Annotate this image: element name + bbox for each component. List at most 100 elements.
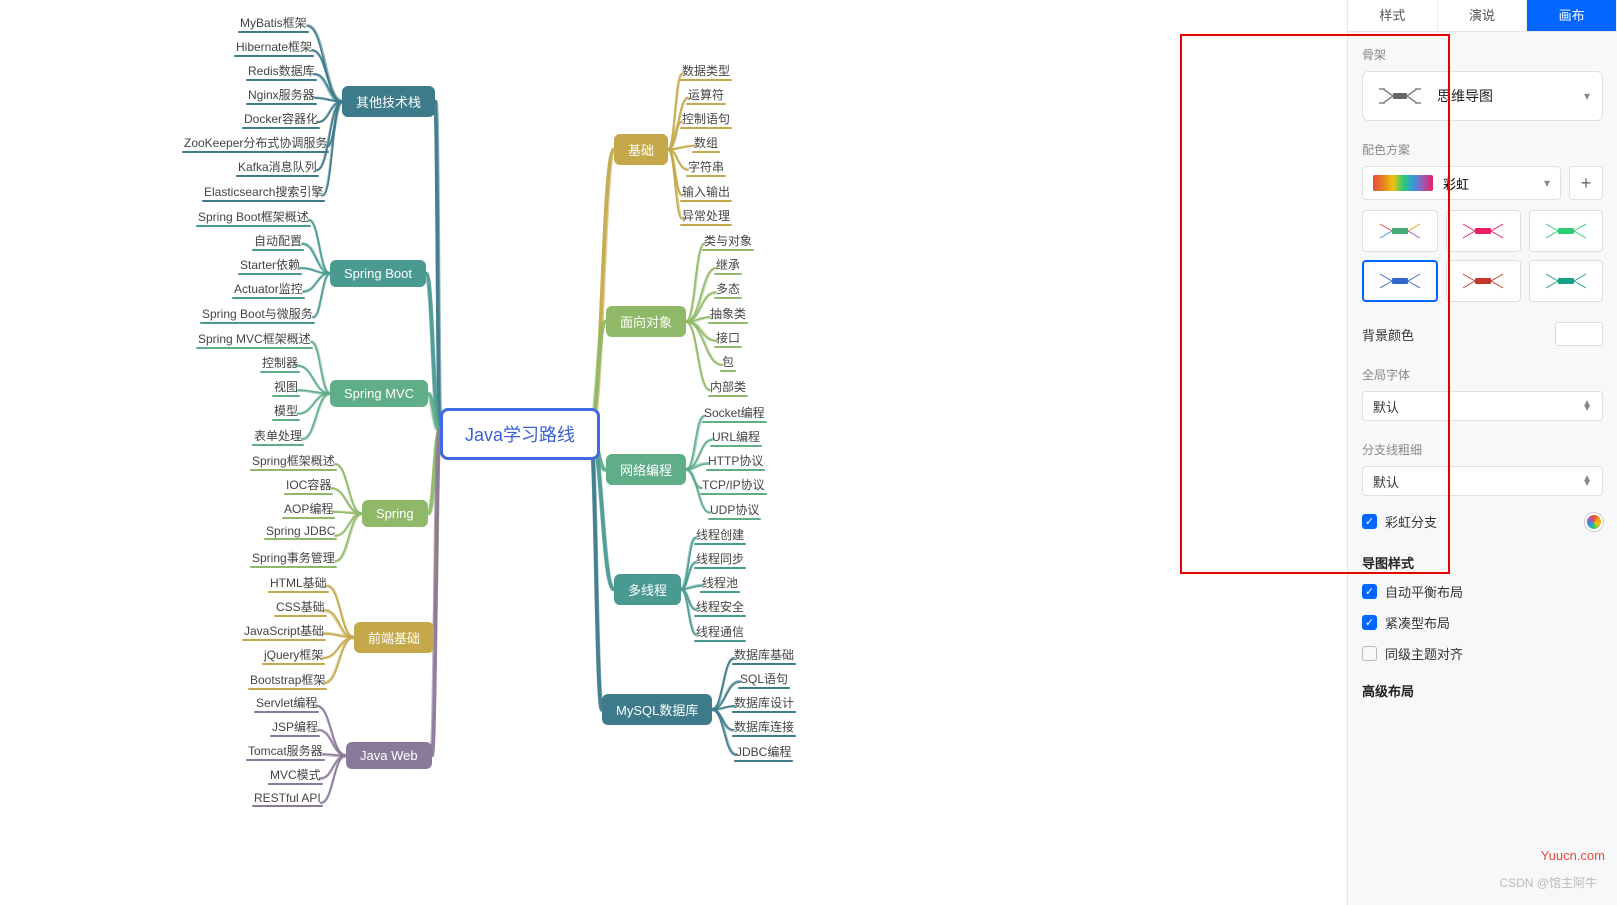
leaf-node[interactable]: 继承 [716, 256, 740, 273]
palette-thumb-3[interactable] [1529, 210, 1604, 252]
leaf-node[interactable]: 异常处理 [682, 207, 730, 224]
tab-present[interactable]: 演说 [1438, 0, 1528, 31]
leaf-node[interactable]: Nginx服务器 [248, 86, 315, 103]
branch-node[interactable]: Spring [362, 500, 428, 527]
leaf-node[interactable]: 线程通信 [696, 623, 744, 640]
leaf-node[interactable]: HTML基础 [270, 574, 327, 591]
leaf-node[interactable]: 多态 [716, 280, 740, 297]
leaf-node[interactable]: JDBC编程 [736, 743, 791, 760]
leaf-node[interactable]: Docker容器化 [244, 110, 318, 127]
leaf-node[interactable]: SQL语句 [740, 670, 788, 687]
leaf-node[interactable]: Redis数据库 [248, 62, 315, 79]
leaf-node[interactable]: Hibernate框架 [236, 38, 312, 55]
palette-thumb-6[interactable] [1529, 260, 1604, 302]
leaf-node[interactable]: HTTP协议 [708, 452, 763, 469]
branch-node[interactable]: 网络编程 [606, 454, 686, 485]
central-topic[interactable]: Java学习路线 [440, 408, 600, 460]
leaf-node[interactable]: CSS基础 [276, 598, 325, 615]
leaf-node[interactable]: 自动配置 [254, 232, 302, 249]
compact-checkbox[interactable]: ✓ [1362, 615, 1377, 630]
leaf-node[interactable]: AOP编程 [284, 500, 333, 517]
skeleton-selector[interactable]: 思维导图 ▾ [1362, 71, 1603, 121]
leaf-node[interactable]: 视图 [274, 378, 298, 395]
leaf-node[interactable]: 线程池 [702, 574, 738, 591]
leaf-node[interactable]: 数据类型 [682, 62, 730, 79]
branch-node[interactable]: 前端基础 [354, 622, 434, 653]
mindmap-canvas[interactable]: Java学习路线 其他技术栈 MyBatis框架 Hibernate框架 Redis数… [0, 0, 1180, 905]
leaf-node[interactable]: 线程安全 [696, 598, 744, 615]
leaf-node[interactable]: 字符串 [688, 158, 724, 175]
add-palette-button[interactable]: + [1569, 166, 1603, 200]
branch-node[interactable]: 基础 [614, 134, 668, 165]
branch-node[interactable]: 面向对象 [606, 306, 686, 337]
leaf-node[interactable]: 数据库连接 [734, 718, 794, 735]
leaf-node[interactable]: JavaScript基础 [244, 622, 324, 639]
leaf-node[interactable]: Spring Boot框架概述 [198, 208, 309, 225]
branch-node[interactable]: 多线程 [614, 574, 681, 605]
leaf-node[interactable]: 数据库设计 [734, 694, 794, 711]
leaf-node[interactable]: Tomcat服务器 [248, 742, 323, 759]
leaf-node[interactable]: MyBatis框架 [240, 14, 307, 31]
linewidth-selector[interactable]: 默认 ▲▼ [1362, 466, 1603, 496]
leaf-node[interactable]: 接口 [716, 329, 740, 346]
leaf-node[interactable]: Socket编程 [704, 404, 765, 421]
auto-layout-row[interactable]: ✓ 自动平衡布局 [1348, 576, 1617, 607]
bgcolor-swatch[interactable] [1555, 322, 1603, 346]
side-panel: 样式 演说 画布 骨架 思维导图 ▾ 配色方案 彩虹 ▾ + [1347, 0, 1617, 905]
palette-thumb-5[interactable] [1446, 260, 1521, 302]
leaf-node[interactable]: 线程创建 [696, 526, 744, 543]
leaf-node[interactable]: 控制语句 [682, 110, 730, 127]
palette-thumb-4[interactable] [1362, 260, 1438, 302]
leaf-node[interactable]: Spring事务管理 [252, 549, 335, 566]
align-layout-row[interactable]: 同级主题对齐 [1348, 638, 1617, 669]
leaf-node[interactable]: Starter依赖 [240, 256, 300, 273]
branch-node[interactable]: Spring Boot [330, 260, 426, 287]
branch-node[interactable]: Java Web [346, 742, 432, 769]
leaf-node[interactable]: Spring Boot与微服务 [202, 305, 313, 322]
leaf-node[interactable]: 模型 [274, 402, 298, 419]
leaf-node[interactable]: RESTful API [254, 791, 321, 805]
leaf-node[interactable]: URL编程 [712, 428, 760, 445]
branch-node[interactable]: MySQL数据库 [602, 694, 712, 725]
leaf-node[interactable]: Elasticsearch搜索引擎 [204, 183, 323, 200]
palette-thumb-1[interactable] [1362, 210, 1438, 252]
leaf-node[interactable]: Actuator监控 [234, 280, 303, 297]
leaf-node[interactable]: 运算符 [688, 86, 724, 103]
tab-style[interactable]: 样式 [1348, 0, 1438, 31]
leaf-node[interactable]: Spring框架概述 [252, 452, 335, 469]
leaf-node[interactable]: 输入输出 [682, 183, 730, 200]
branch-node[interactable]: 其他技术栈 [342, 86, 435, 117]
leaf-node[interactable]: 数据库基础 [734, 646, 794, 663]
leaf-node[interactable]: jQuery框架 [264, 646, 323, 663]
leaf-node[interactable]: UDP协议 [710, 501, 759, 518]
align-checkbox[interactable] [1362, 646, 1377, 661]
leaf-node[interactable]: JSP编程 [272, 718, 318, 735]
leaf-node[interactable]: 表单处理 [254, 427, 302, 444]
leaf-node[interactable]: 内部类 [710, 378, 746, 395]
leaf-node[interactable]: TCP/IP协议 [702, 476, 765, 493]
leaf-node[interactable]: 抽象类 [710, 305, 746, 322]
palette-thumb-2[interactable] [1446, 210, 1521, 252]
skeleton-icon [1375, 84, 1425, 108]
leaf-node[interactable]: 控制器 [262, 354, 298, 371]
leaf-node[interactable]: Bootstrap框架 [250, 671, 325, 688]
leaf-node[interactable]: Kafka消息队列 [238, 158, 317, 175]
leaf-node[interactable]: Spring JDBC [266, 524, 335, 538]
leaf-node[interactable]: Spring MVC框架概述 [198, 330, 311, 347]
palette-selector[interactable]: 彩虹 ▾ [1362, 166, 1561, 200]
leaf-node[interactable]: 线程同步 [696, 550, 744, 567]
font-selector[interactable]: 默认 ▲▼ [1362, 391, 1603, 421]
leaf-node[interactable]: ZooKeeper分布式协调服务 [184, 134, 327, 151]
leaf-node[interactable]: 包 [722, 353, 734, 370]
rainbow-checkbox[interactable]: ✓ [1362, 514, 1377, 529]
leaf-node[interactable]: 数组 [694, 134, 718, 151]
auto-checkbox[interactable]: ✓ [1362, 584, 1377, 599]
compact-layout-row[interactable]: ✓ 紧凑型布局 [1348, 607, 1617, 638]
leaf-node[interactable]: 类与对象 [704, 232, 752, 249]
color-wheel-icon[interactable] [1585, 513, 1603, 531]
leaf-node[interactable]: MVC模式 [270, 766, 321, 783]
branch-node[interactable]: Spring MVC [330, 380, 428, 407]
leaf-node[interactable]: Servlet编程 [256, 694, 317, 711]
tab-canvas[interactable]: 画布 [1527, 0, 1617, 31]
leaf-node[interactable]: IOC容器 [286, 476, 331, 493]
